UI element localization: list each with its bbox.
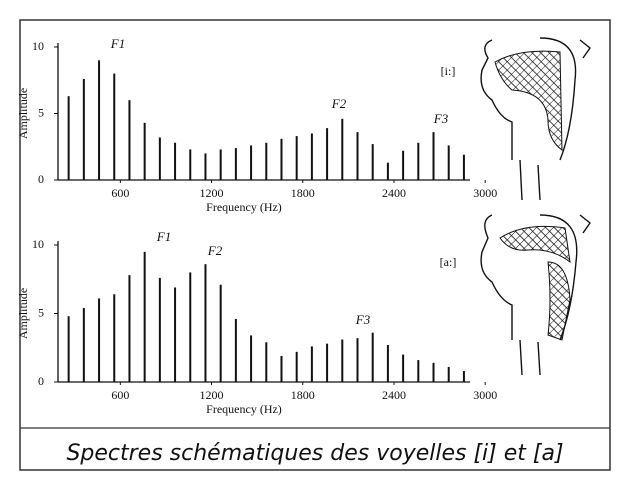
formant-label: F2: [207, 243, 223, 258]
bar: [144, 252, 146, 382]
bar: [174, 143, 176, 180]
bar: [356, 338, 358, 382]
bar: [387, 345, 389, 382]
y-tick-label: 0: [38, 172, 44, 186]
vowel-label: [i:]: [441, 64, 456, 78]
bar: [189, 149, 191, 180]
x-tick-label: 1200: [200, 388, 224, 402]
bar: [341, 340, 343, 382]
x-tick-label: 2400: [382, 186, 406, 200]
bar: [113, 74, 115, 180]
bar: [433, 363, 435, 382]
bar: [341, 119, 343, 180]
bar: [463, 371, 465, 382]
bar: [372, 333, 374, 382]
bar: [417, 360, 419, 382]
y-axis-title: Amplitude: [16, 288, 30, 339]
bar: [463, 155, 465, 180]
y-tick-label: 5: [38, 305, 44, 319]
formant-label: F3: [355, 312, 371, 327]
x-axis-title: Frequency (Hz): [206, 402, 282, 416]
bar: [83, 308, 85, 382]
bar: [204, 153, 206, 180]
y-tick-label: 10: [32, 39, 44, 53]
bar: [220, 149, 222, 180]
bar: [448, 367, 450, 382]
bar: [311, 346, 313, 382]
bar: [265, 342, 267, 382]
bar: [128, 275, 130, 382]
x-tick-label: 600: [111, 388, 129, 402]
bar: [98, 298, 100, 382]
bar: [68, 316, 70, 382]
bar: [68, 96, 70, 180]
bar: [448, 145, 450, 180]
bar: [235, 319, 237, 382]
y-tick-label: 0: [38, 374, 44, 388]
bar: [356, 132, 358, 180]
bar: [326, 344, 328, 382]
x-tick-label: 1800: [291, 186, 315, 200]
bar: [402, 355, 404, 382]
formant-label: F1: [110, 36, 125, 51]
bar: [402, 151, 404, 180]
formant-label: F2: [331, 96, 347, 111]
x-tick-label: 1200: [200, 186, 224, 200]
x-tick-label: 1800: [291, 388, 315, 402]
bar: [372, 144, 374, 180]
bar: [280, 356, 282, 382]
y-tick-label: 5: [38, 105, 44, 119]
bar: [296, 352, 298, 382]
x-tick-label: 3000: [473, 186, 497, 200]
bar: [113, 294, 115, 382]
bar: [159, 137, 161, 180]
bar: [235, 148, 237, 180]
bar: [250, 145, 252, 180]
y-tick-label: 10: [32, 237, 44, 251]
x-tick-label: 3000: [473, 388, 497, 402]
caption: Spectres schématiques des voyelles [i] e…: [66, 441, 563, 466]
bar: [220, 285, 222, 382]
bar: [159, 278, 161, 382]
figure: Spectres schématiques des voyelles [i] e…: [0, 0, 630, 490]
bar: [204, 264, 206, 382]
bar: [280, 139, 282, 180]
bar: [83, 79, 85, 180]
y-axis-title: Amplitude: [16, 88, 30, 139]
x-axis-title: Frequency (Hz): [206, 200, 282, 214]
bar: [326, 128, 328, 180]
bar: [296, 136, 298, 180]
formant-label: F3: [433, 111, 449, 126]
bar: [417, 143, 419, 180]
vocal-tract-i: [481, 38, 590, 200]
bar: [250, 335, 252, 382]
bar: [144, 123, 146, 180]
bar: [189, 272, 191, 382]
bar: [311, 133, 313, 180]
bar: [387, 163, 389, 180]
bar: [174, 287, 176, 382]
x-tick-label: 600: [111, 186, 129, 200]
x-tick-label: 2400: [382, 388, 406, 402]
bar: [265, 143, 267, 180]
vowel-label: [a:]: [440, 255, 457, 269]
bar: [128, 100, 130, 180]
bar: [98, 60, 100, 180]
formant-label: F1: [156, 229, 171, 244]
bar: [433, 132, 435, 180]
vocal-tract-a: [481, 215, 590, 375]
